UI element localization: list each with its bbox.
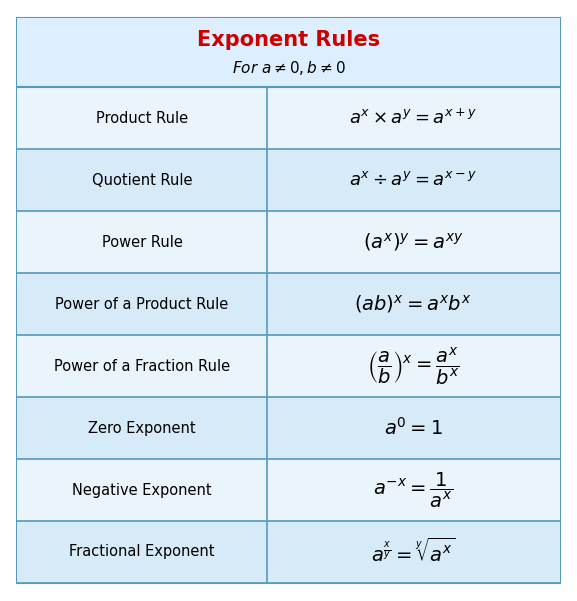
Text: For $a \neq 0, b \neq 0$: For $a \neq 0, b \neq 0$ bbox=[231, 59, 346, 77]
Bar bbox=[267, 335, 560, 397]
Bar bbox=[17, 211, 267, 273]
Text: Product Rule: Product Rule bbox=[96, 111, 188, 126]
Text: Power Rule: Power Rule bbox=[102, 234, 182, 249]
Bar bbox=[267, 521, 560, 583]
Bar bbox=[17, 273, 267, 335]
Text: $(a^x)^y = a^{xy}$: $(a^x)^y = a^{xy}$ bbox=[363, 231, 463, 253]
Bar bbox=[267, 211, 560, 273]
Bar bbox=[17, 397, 267, 459]
Text: Quotient Rule: Quotient Rule bbox=[92, 172, 192, 188]
Text: $\left(\dfrac{a}{b}\right)^x = \dfrac{a^x}{b^x}$: $\left(\dfrac{a}{b}\right)^x = \dfrac{a^… bbox=[367, 346, 460, 387]
Text: Negative Exponent: Negative Exponent bbox=[72, 483, 212, 498]
Bar bbox=[267, 87, 560, 149]
Bar bbox=[17, 87, 267, 149]
Bar bbox=[267, 149, 560, 211]
Text: $a^x \div a^y = a^{x-y}$: $a^x \div a^y = a^{x-y}$ bbox=[349, 171, 477, 189]
Bar bbox=[267, 273, 560, 335]
Text: $a^{-x} = \dfrac{1}{a^x}$: $a^{-x} = \dfrac{1}{a^x}$ bbox=[373, 470, 454, 510]
Text: $a^{\frac{x}{y}} = \sqrt[y]{a^x}$: $a^{\frac{x}{y}} = \sqrt[y]{a^x}$ bbox=[371, 537, 456, 567]
Bar bbox=[17, 18, 560, 87]
Text: $a^0 = 1$: $a^0 = 1$ bbox=[384, 417, 443, 439]
Text: Power of a Fraction Rule: Power of a Fraction Rule bbox=[54, 359, 230, 374]
Bar bbox=[17, 149, 267, 211]
Bar bbox=[267, 397, 560, 459]
Bar bbox=[17, 459, 267, 521]
Text: $(ab)^x = a^x b^x$: $(ab)^x = a^x b^x$ bbox=[354, 293, 472, 315]
Text: Zero Exponent: Zero Exponent bbox=[88, 421, 196, 436]
Bar bbox=[17, 335, 267, 397]
Bar bbox=[267, 459, 560, 521]
Text: Exponent Rules: Exponent Rules bbox=[197, 30, 380, 50]
Bar bbox=[17, 521, 267, 583]
Text: $a^x \times a^y = a^{x+y}$: $a^x \times a^y = a^{x+y}$ bbox=[349, 109, 477, 128]
Text: Fractional Exponent: Fractional Exponent bbox=[69, 545, 215, 560]
Text: Power of a Product Rule: Power of a Product Rule bbox=[55, 296, 228, 311]
